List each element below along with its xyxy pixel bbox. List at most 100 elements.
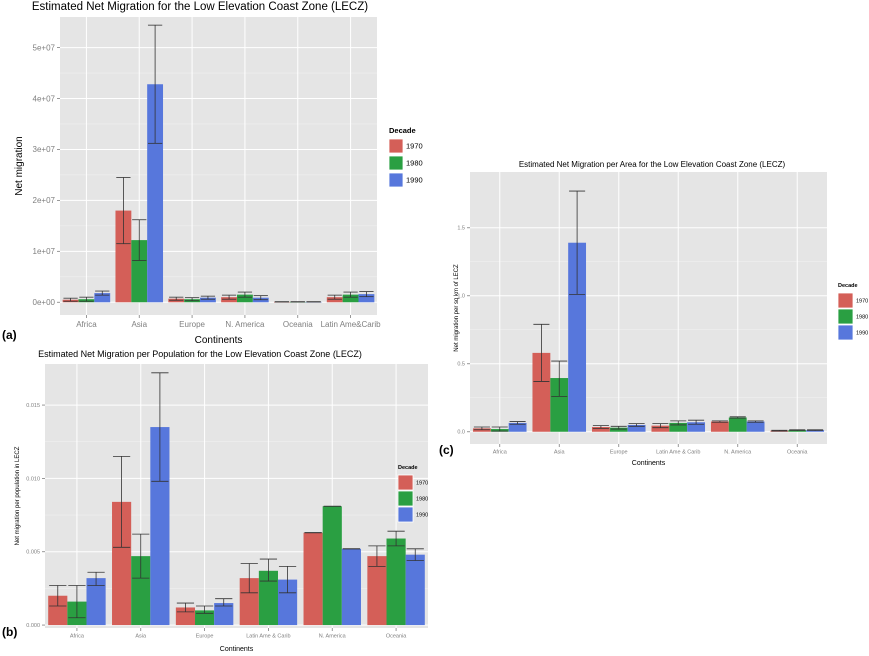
legend-key-1970 xyxy=(837,292,854,309)
bar-1990-latin-ame-carib xyxy=(358,294,375,303)
legend-label-1990: 1990 xyxy=(856,330,868,336)
y-tick-label: 0.0 xyxy=(457,430,465,436)
error-bar-1980-europe xyxy=(184,297,200,302)
error-bar-1990-latin-ame-carib xyxy=(278,566,297,594)
y-tick-label: 3e+07 xyxy=(33,145,56,154)
legend-label-1980: 1980 xyxy=(406,159,423,168)
plot-panel xyxy=(45,364,428,628)
legend: Decade 1970 1980 1990 xyxy=(837,283,868,341)
x-tick-label: Latin Ame & Carib xyxy=(246,634,290,640)
x-tick-label: N. America xyxy=(319,634,347,640)
x-axis-label: Continents xyxy=(632,460,666,467)
bar-1970-n-america xyxy=(303,532,323,626)
x-tick-label: Latin Ame & Carib xyxy=(656,450,700,456)
error-bar-1980-europe xyxy=(610,425,627,430)
plot-panel xyxy=(470,172,827,444)
y-axis-label: Net migration per population in LECZ xyxy=(15,446,21,545)
legend: Decade 1970 1980 1990 xyxy=(388,126,423,188)
x-tick-label: N. America xyxy=(724,450,752,456)
x-axis-ticks: Africa Asia Europe Latin Ame & Carib N. Amer… xyxy=(493,444,808,456)
x-tick-label: Europe xyxy=(179,320,205,329)
error-bar-1970-oceania xyxy=(368,545,386,567)
plot-panel xyxy=(60,17,377,315)
error-bar-1980-latin-ame-carib xyxy=(670,420,687,426)
error-bar-1980-africa xyxy=(68,585,86,619)
bar-1990-africa xyxy=(86,578,106,626)
bar-1990-asia xyxy=(147,84,164,303)
error-bar-1980-oceania xyxy=(387,530,405,547)
bar-1970-n-america xyxy=(710,421,729,432)
chart-net-migration-per-area: 0.0 0.5 1.0 1.5 Africa Asia Europe Latin Ame &… xyxy=(454,160,868,467)
bar-1990-n-america xyxy=(341,548,361,626)
y-tick-label: 0e+00 xyxy=(33,298,56,307)
bar-1990-n-america xyxy=(746,421,765,432)
y-tick-label: 0.000 xyxy=(26,623,40,629)
error-bar-1990-europe xyxy=(628,423,645,427)
y-tick-label: 1.0 xyxy=(457,294,465,300)
legend-label-1990: 1990 xyxy=(406,176,423,185)
x-tick-label: Asia xyxy=(554,450,566,456)
error-bar-1980-latin-ame-carib xyxy=(343,291,358,298)
y-tick-label: 1e+07 xyxy=(33,247,56,256)
error-bar-1970-asia xyxy=(533,323,550,382)
error-bars xyxy=(49,372,424,619)
error-bar-1990-oceania xyxy=(807,429,824,431)
bar-1980-europe xyxy=(195,610,215,626)
bar-1970-europe xyxy=(591,427,610,432)
x-tick-label: Europe xyxy=(610,450,628,456)
bar-1980-oceania xyxy=(788,430,807,432)
legend-label-1970: 1970 xyxy=(406,142,423,151)
error-bar-1980-asia xyxy=(132,533,150,579)
error-bar-1970-asia xyxy=(116,177,131,245)
error-bar-1990-europe xyxy=(200,295,216,300)
error-bar-1970-latin-ame-carib xyxy=(652,423,669,429)
x-tick-label: Asia xyxy=(135,634,147,640)
panel-label-b: (b) xyxy=(2,625,17,639)
error-bar-1970-africa xyxy=(49,585,67,607)
legend-label-1970: 1970 xyxy=(856,298,868,304)
error-bar-1970-latin-ame-carib xyxy=(240,563,258,594)
bar-1990-asia xyxy=(150,427,170,626)
error-bar-1970-asia xyxy=(112,455,131,548)
x-tick-label: Africa xyxy=(76,320,97,329)
bar-1970-asia xyxy=(112,501,132,626)
bar-1980-latin-ame-carib xyxy=(258,570,278,626)
bar-1990-latin-ame-carib xyxy=(687,422,706,432)
legend-key-1980 xyxy=(837,308,854,325)
bar-1970-africa xyxy=(48,595,68,626)
error-bars xyxy=(63,24,374,303)
error-bar-1990-asia xyxy=(569,190,586,295)
y-axis-label: Net migration per sq km of LECZ xyxy=(454,264,460,352)
x-tick-label: Latin Ame&Carib xyxy=(321,320,382,329)
bar-1980-n-america xyxy=(728,417,747,432)
bars xyxy=(472,242,825,432)
x-tick-label: Africa xyxy=(70,634,85,640)
error-bar-1970-latin-ame-carib xyxy=(327,294,342,300)
bar-1990-europe xyxy=(214,603,234,626)
y-tick-label: 0.010 xyxy=(26,476,40,482)
bar-1970-latin-ame-carib xyxy=(326,297,343,303)
error-bar-1980-n-america xyxy=(729,416,746,419)
bar-1980-oceania xyxy=(386,538,406,626)
gridlines xyxy=(470,172,827,444)
error-bar-1980-n-america xyxy=(237,291,253,298)
legend-title: Decade xyxy=(389,126,416,135)
error-bar-1970-europe xyxy=(176,602,195,613)
error-bar-1990-oceania xyxy=(406,548,424,561)
error-bar-1980-oceania xyxy=(789,429,806,431)
bar-1980-asia xyxy=(131,556,151,626)
error-bar-1990-n-america xyxy=(747,420,764,423)
error-bar-1970-africa xyxy=(473,426,490,431)
chart-net-migration: 0e+00 1e+07 2e+07 3e+07 4e+07 5e+07 Africa Asi… xyxy=(14,1,423,346)
legend-title: Decade xyxy=(398,465,418,471)
error-bar-1990-n-america xyxy=(253,295,268,301)
x-tick-label: Oceania xyxy=(386,634,407,640)
x-tick-label: Oceania xyxy=(787,450,808,456)
bar-1990-europe xyxy=(200,297,216,303)
bar-1970-latin-ame-carib xyxy=(651,425,670,432)
x-tick-label: Oceania xyxy=(283,320,313,329)
bar-1970-asia xyxy=(115,210,132,303)
bar-1990-africa xyxy=(94,293,111,303)
legend-label-1970: 1970 xyxy=(416,480,428,486)
x-axis-ticks: Africa Asia Europe N. America Oceania Latin A… xyxy=(76,315,381,329)
